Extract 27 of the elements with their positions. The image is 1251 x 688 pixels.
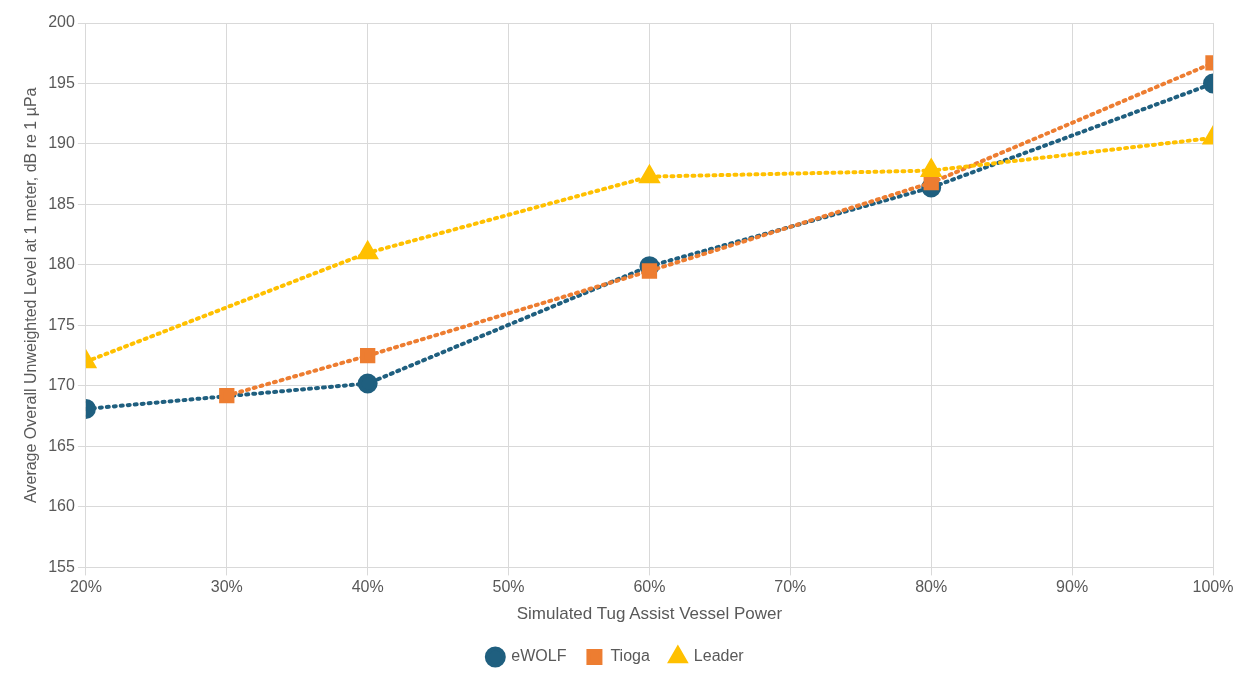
x-tick-label: 30% — [210, 578, 243, 596]
x-axis-title: Simulated Tug Assist Vessel Power — [516, 604, 783, 624]
y-tick-label: 170 — [48, 376, 75, 394]
y-tick-label: 180 — [48, 255, 75, 273]
x-tick-label: 40% — [351, 578, 384, 596]
y-tick-label: 160 — [48, 497, 75, 515]
y-tick-label: 195 — [48, 73, 75, 91]
legend-label: Leader — [693, 647, 745, 665]
point — [357, 373, 378, 394]
x-tick-label: 20% — [69, 578, 102, 596]
y-tick-label: 155 — [48, 557, 75, 575]
x-tick-label: 100% — [1192, 578, 1234, 596]
point — [641, 263, 658, 279]
x-tick-label: 90% — [1056, 578, 1089, 596]
x-tick-label: 50% — [492, 578, 525, 596]
y-tick-label: 185 — [48, 194, 75, 212]
legend-label: eWOLF — [511, 647, 567, 665]
y-axis-title: Average Overall Unweighted Level at 1 meter, dB re 1 µPa — [22, 87, 40, 503]
point — [360, 348, 376, 364]
legend-label: Tioga — [610, 647, 650, 665]
y-tick-label: 200 — [48, 13, 75, 31]
y-tick-label: 175 — [48, 315, 75, 333]
x-tick-label: 70% — [774, 578, 807, 596]
x-tick-label: 60% — [633, 578, 666, 596]
y-tick-label: 165 — [48, 436, 75, 454]
y-tick-label: 190 — [48, 134, 75, 152]
x-tick-label: 80% — [915, 578, 948, 596]
